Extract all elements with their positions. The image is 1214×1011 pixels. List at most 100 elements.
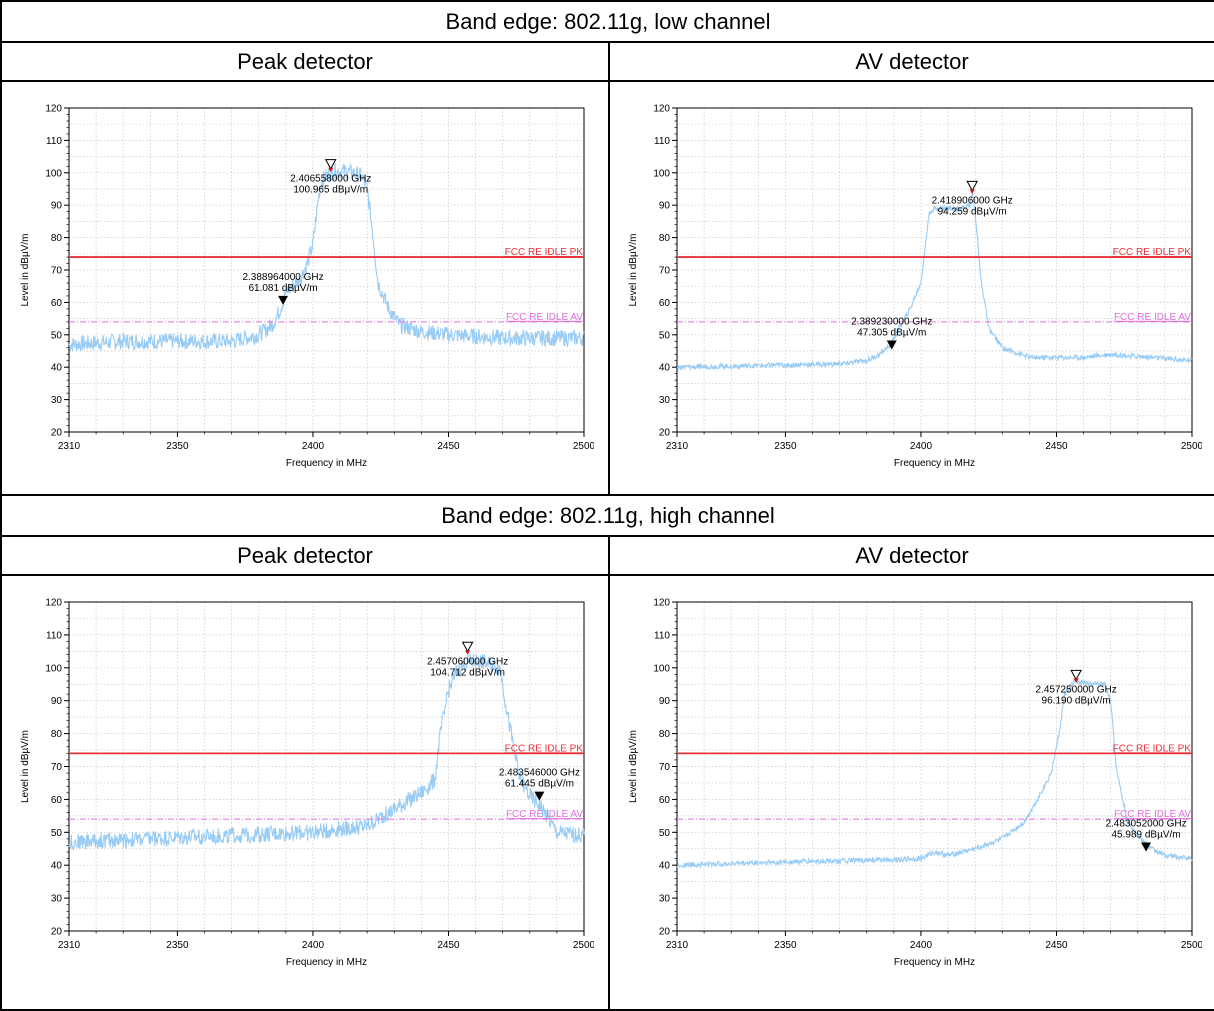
y-tick-label: 30 [51, 395, 63, 406]
x-tick-label: 2310 [666, 940, 689, 951]
y-tick-label: 80 [51, 729, 63, 740]
av-header-high: AV detector [608, 535, 1214, 576]
marker-level: 61.081 dBµV/m [248, 283, 317, 294]
y-tick-label: 120 [45, 598, 62, 609]
y-tick-label: 40 [51, 861, 63, 872]
chart-high-peak: 20 30 40 50 60 70 80 90 100 110 120 2310 2350 2400 245… [20, 598, 594, 969]
x-tick-label: 2350 [774, 940, 797, 951]
y-tick-label: 80 [659, 233, 671, 244]
y-axis-label: Level in dBµV/m [20, 730, 31, 803]
chart-low-peak: 20 30 40 50 60 70 80 90 100 110 120 2310 2350 2400 245… [20, 104, 594, 470]
grid [68, 107, 585, 433]
grid [676, 601, 1193, 932]
marker-frequency: 2.389230000 GHz [851, 317, 932, 328]
y-tick-label: 90 [51, 696, 63, 707]
y-tick-label: 60 [659, 298, 671, 309]
marker-frequency: 2.483546000 GHz [499, 768, 580, 779]
marker-peak-point [969, 189, 975, 194]
y-tick-label: 110 [654, 630, 670, 641]
y-axis-label: Level in dBµV/m [20, 233, 31, 306]
x-tick-label: 2450 [1045, 940, 1068, 951]
x-axis-label: Frequency in MHz [894, 957, 975, 968]
y-tick-label: 100 [653, 168, 670, 179]
x-tick-label: 2400 [910, 940, 933, 951]
x-tick-label: 2450 [437, 441, 460, 452]
marker-frequency: 2.457060000 GHz [427, 656, 508, 667]
x-tick-label: 2310 [666, 441, 689, 452]
y-tick-label: 100 [45, 168, 62, 179]
x-tick-label: 2500 [573, 940, 594, 951]
marker-level: 100.965 dBµV/m [293, 185, 368, 196]
x-tick-label: 2450 [437, 940, 460, 951]
limit-label-av: FCC RE IDLE AV [506, 312, 583, 323]
chart-cell-high-peak: 20 30 40 50 60 70 80 90 100 110 120 2310 2350 2400 245… [0, 574, 610, 1011]
limit-label-pk: FCC RE IDLE PK [505, 247, 584, 258]
y-tick-label: 20 [659, 428, 671, 439]
y-tick-label: 70 [51, 266, 63, 277]
limit-label-av: FCC RE IDLE AV [1114, 809, 1191, 820]
x-axis-label: Frequency in MHz [894, 458, 975, 469]
y-tick-label: 40 [659, 861, 671, 872]
y-axis-label: Level in dBµV/m [628, 730, 639, 803]
grid [68, 601, 585, 932]
y-tick-label: 70 [51, 762, 63, 773]
measurement-trace [676, 679, 1193, 869]
y-tick-label: 20 [659, 927, 671, 938]
marker-level: 61.445 dBµV/m [505, 779, 574, 790]
x-tick-label: 2400 [910, 441, 933, 452]
x-tick-label: 2350 [166, 940, 189, 951]
marker-open-triangle [324, 159, 337, 170]
x-tick-label: 2350 [774, 441, 797, 452]
section-title-low: Band edge: 802.11g, low channel [0, 0, 1214, 43]
marker-frequency: 2.388964000 GHz [242, 272, 323, 283]
marker-frequency: 2.483052000 GHz [1105, 818, 1186, 829]
marker-frequency: 2.457250000 GHz [1036, 684, 1117, 695]
y-tick-label: 30 [659, 395, 671, 406]
x-tick-label: 2400 [302, 441, 325, 452]
y-tick-label: 120 [45, 104, 62, 115]
limit-label-pk: FCC RE IDLE PK [505, 743, 584, 754]
x-axis-label: Frequency in MHz [286, 957, 367, 968]
x-tick-label: 2450 [1045, 441, 1068, 452]
marker-frequency: 2.418906000 GHz [932, 195, 1013, 206]
limit-label-pk: FCC RE IDLE PK [1113, 247, 1192, 258]
marker-peak-point [328, 167, 334, 173]
y-tick-label: 80 [659, 729, 671, 740]
marker-filled-triangle [886, 340, 897, 350]
y-tick-label: 30 [51, 894, 63, 905]
limit-label-av: FCC RE IDLE AV [506, 809, 583, 820]
x-tick-label: 2310 [58, 441, 81, 452]
y-tick-label: 100 [45, 663, 62, 674]
x-tick-label: 2400 [302, 940, 325, 951]
y-tick-label: 90 [659, 201, 671, 212]
chart-cell-low-av: 20 30 40 50 60 70 80 90 100 110 120 2310 2350 2400 245… [608, 80, 1214, 496]
marker-open-triangle [966, 180, 979, 192]
y-tick-label: 30 [659, 894, 671, 905]
y-tick-label: 120 [653, 598, 670, 609]
marker-filled-triangle [278, 295, 289, 305]
y-tick-label: 50 [659, 330, 671, 341]
y-tick-label: 40 [659, 363, 671, 374]
y-tick-label: 120 [653, 104, 670, 115]
chart-cell-high-av: 20 30 40 50 60 70 80 90 100 110 120 2310 2350 2400 245… [608, 574, 1214, 1011]
marker-level: 45.989 dBµV/m [1111, 829, 1180, 840]
x-tick-label: 2350 [166, 441, 189, 452]
x-tick-label: 2500 [573, 441, 594, 452]
y-tick-label: 50 [51, 828, 63, 839]
marker-level: 47.305 dBµV/m [857, 328, 926, 339]
grid [676, 107, 1193, 433]
y-tick-label: 60 [51, 795, 63, 806]
peak-header-low: Peak detector [0, 41, 610, 82]
chart-cell-low-peak: 20 30 40 50 60 70 80 90 100 110 120 2310 2350 2400 245… [0, 80, 610, 496]
limit-label-pk: FCC RE IDLE PK [1113, 743, 1192, 754]
y-tick-label: 20 [51, 428, 63, 439]
peak-header-high: Peak detector [0, 535, 610, 576]
marker-filled-triangle [534, 791, 545, 801]
marker-level: 104.712 dBµV/m [430, 667, 505, 678]
marker-level: 94.259 dBµV/m [938, 206, 1007, 217]
marker-level: 96.190 dBµV/m [1042, 695, 1111, 706]
y-tick-label: 60 [659, 795, 671, 806]
marker-filled-triangle [1141, 842, 1152, 852]
